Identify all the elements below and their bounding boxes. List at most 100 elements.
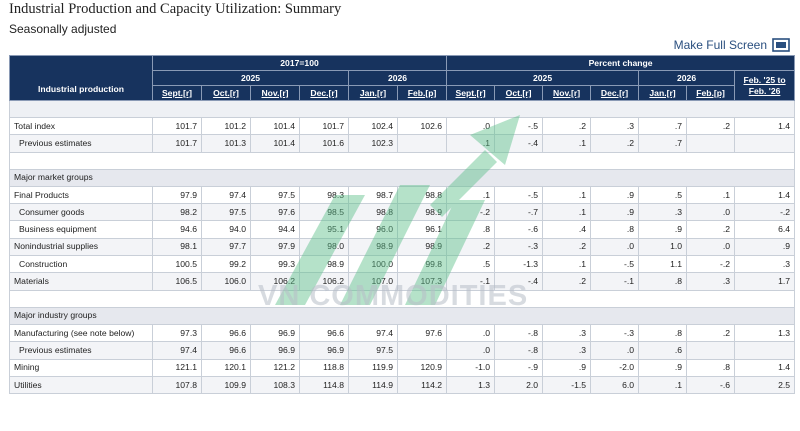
- table-row: Materials 106.5 106.0 106.2 106.2 107.0 107.3-…: [9, 272, 796, 291]
- make-full-screen-label: Make Full Screen: [673, 38, 767, 52]
- table-cell: 96.9: [250, 341, 300, 360]
- annual-change-header: Feb. '25 to Feb. '26: [734, 70, 796, 101]
- table-cell: 96.6: [201, 323, 251, 343]
- month-header: Sept.[r]: [446, 85, 496, 101]
- table-cell: .1: [446, 185, 496, 205]
- month-header: Sept.[r]: [152, 85, 202, 101]
- table-cell: .7: [638, 116, 688, 136]
- table-cell: .9: [638, 220, 688, 239]
- table-cell: -.4: [494, 134, 544, 153]
- row-label: Total index: [9, 116, 153, 136]
- table-cell: .2: [542, 116, 592, 136]
- percent-change-group-header: Percent change: [446, 55, 796, 71]
- table-row: Previous estimates 97.4 96.6 96.9 96.9 97.5.0…: [9, 341, 796, 360]
- table-cell: 96.6: [201, 341, 251, 360]
- table-cell: .8: [638, 272, 688, 291]
- table-cell: 101.6: [299, 134, 349, 153]
- row-header: Industrial production: [9, 55, 153, 101]
- table-cell: 1.7: [734, 272, 796, 291]
- table-cell: 118.8: [299, 358, 349, 377]
- table-cell: 98.9: [348, 237, 398, 257]
- table-row: Nonindustrial supplies 98.1 97.7 97.9 98.0 98…: [9, 237, 796, 257]
- table-cell: .5: [446, 255, 496, 274]
- page-title: Industrial Production and Capacity Utili…: [9, 1, 342, 17]
- month-header: Nov.[r]: [542, 85, 592, 101]
- table-cell: 119.9: [348, 358, 398, 377]
- table-cell: [734, 341, 796, 360]
- table-cell: -2.0: [590, 358, 640, 377]
- table-cell: 102.3: [348, 134, 398, 153]
- table-cell: .1: [542, 134, 592, 153]
- annual-change-line2: Feb. '26: [748, 85, 781, 96]
- table-cell: 96.0: [348, 220, 398, 239]
- table-cell: 114.2: [396, 375, 448, 395]
- table-cell: 6.0: [590, 375, 640, 395]
- month-header: Dec.[r]: [299, 85, 349, 101]
- table-cell: -.4: [494, 272, 544, 291]
- table-cell: 106.2: [299, 272, 349, 291]
- month-header: Oct.[r]: [201, 85, 251, 101]
- table-cell: 100.0: [348, 255, 398, 274]
- table-cell: .8: [686, 358, 736, 377]
- table-cell: .2: [686, 116, 736, 136]
- table-cell: 100.5: [152, 255, 202, 274]
- table-cell: [396, 134, 448, 153]
- table-cell: 108.3: [250, 375, 300, 395]
- table-cell: 98.5: [299, 203, 349, 222]
- table-cell: 97.9: [152, 185, 202, 205]
- table-cell: .0: [686, 203, 736, 222]
- table-cell: 1.1: [638, 255, 688, 274]
- summary-table: Industrial production 2017=100 Percent c…: [8, 55, 796, 395]
- make-full-screen-button[interactable]: Make Full Screen: [674, 38, 790, 52]
- row-label: Materials: [9, 272, 153, 291]
- table-cell: 1.3: [446, 375, 496, 395]
- table-cell: 96.9: [299, 341, 349, 360]
- table-cell: .2: [590, 134, 640, 153]
- table-cell: [686, 341, 736, 360]
- table-cell: .5: [638, 185, 688, 205]
- row-label: Nonindustrial supplies: [9, 237, 153, 257]
- table-cell: 120.9: [396, 358, 448, 377]
- table-cell: .7: [638, 134, 688, 153]
- month-header: Jan.[r]: [638, 85, 688, 101]
- table-cell: -1.0: [446, 358, 496, 377]
- table-cell: 107.8: [152, 375, 202, 395]
- row-label: Construction: [9, 255, 153, 274]
- table-row: Total index 101.7 101.2 101.4 101.7 102.4 102.…: [9, 116, 796, 136]
- table-cell: 1.4: [734, 185, 796, 205]
- table-cell: .3: [686, 272, 736, 291]
- table-cell: .2: [542, 272, 592, 291]
- table-cell: 106.0: [201, 272, 251, 291]
- year-header-2026-index: 2026: [347, 70, 448, 86]
- table-cell: 1.0: [638, 237, 688, 257]
- table-cell: -.6: [686, 375, 736, 395]
- table-row: Manufacturing (see note below) 97.3 96.6 96…: [9, 323, 796, 343]
- table-cell: 1.4: [734, 358, 796, 377]
- spacer-row: [8, 289, 796, 308]
- page-subtitle: Seasonally adjusted: [9, 22, 117, 36]
- table-cell: .1: [542, 203, 592, 222]
- table-cell: -1.5: [542, 375, 592, 395]
- section-row-industry: Major industry groups: [8, 306, 796, 325]
- table-cell: .3: [734, 255, 796, 274]
- table-cell: 120.1: [201, 358, 251, 377]
- year-header-2026-change: 2026: [638, 70, 736, 86]
- table-cell: .3: [590, 116, 640, 136]
- table-cell: 2.5: [734, 375, 796, 395]
- table-cell: 97.9: [250, 237, 300, 257]
- table-cell: 97.6: [250, 203, 300, 222]
- table-cell: -.8: [494, 341, 544, 360]
- section-row-market: Major market groups: [8, 168, 796, 187]
- table-cell: -.1: [446, 272, 496, 291]
- table-cell: .2: [686, 323, 736, 343]
- table-cell: [686, 134, 736, 153]
- table-cell: 96.6: [299, 323, 349, 343]
- table-row: Utilities 107.8 109.9 108.3 114.8 114.9 114.2 1…: [9, 375, 796, 395]
- table-cell: -.2: [446, 203, 496, 222]
- table-cell: .0: [446, 323, 496, 343]
- table-cell: .3: [542, 323, 592, 343]
- table-cell: .9: [590, 203, 640, 222]
- table-cell: -.1: [590, 272, 640, 291]
- table-cell: 102.6: [396, 116, 448, 136]
- table-cell: 99.2: [201, 255, 251, 274]
